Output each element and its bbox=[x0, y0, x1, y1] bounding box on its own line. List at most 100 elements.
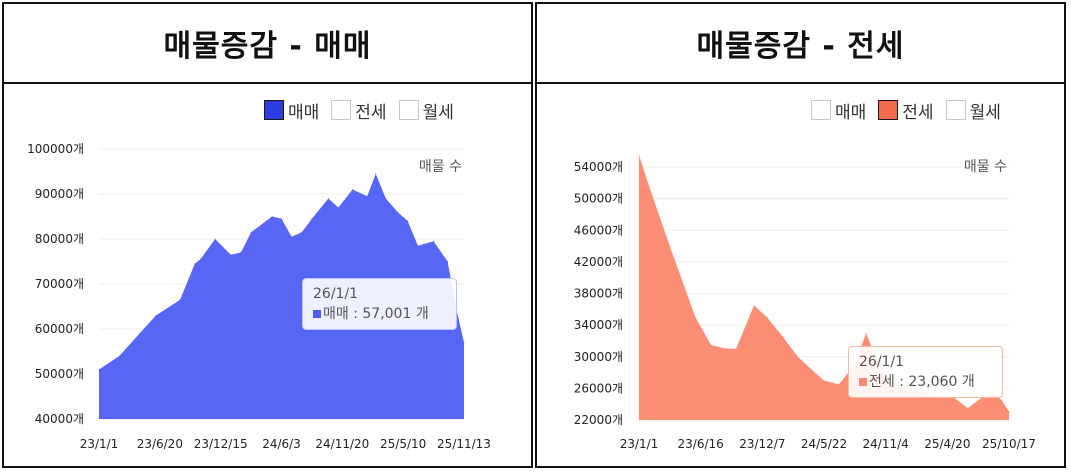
legend-item-sale[interactable]: 매매 bbox=[264, 98, 319, 123]
legend-checkbox-monthly[interactable] bbox=[398, 100, 419, 120]
legend-item-monthly[interactable]: 월세 bbox=[398, 98, 454, 123]
x-tick-label: 25/4/20 bbox=[924, 437, 970, 451]
legend-label: 매매 bbox=[835, 102, 867, 123]
panel-title: 매물증감 - 전세 bbox=[696, 29, 905, 64]
legend-label: 전세 bbox=[355, 102, 387, 123]
x-tick-label: 23/12/15 bbox=[194, 437, 248, 451]
data-point bbox=[352, 189, 353, 190]
x-tick-label: 25/5/10 bbox=[380, 437, 426, 451]
data-point bbox=[417, 245, 419, 247]
x-tick-label: 23/1/1 bbox=[620, 437, 659, 451]
data-point bbox=[281, 218, 282, 220]
legend-item-jeonse[interactable]: 전세 bbox=[331, 98, 387, 123]
x-tick-label: 24/11/20 bbox=[315, 437, 369, 451]
y-tick-label: 70000개 bbox=[35, 277, 84, 291]
data-point bbox=[301, 231, 303, 233]
data-point bbox=[648, 186, 650, 188]
data-point bbox=[433, 240, 435, 242]
x-tick-label: 23/6/20 bbox=[137, 437, 183, 451]
data-point bbox=[797, 356, 799, 358]
chart-tooltip: 26/1/1 매매 : 57,001 개 bbox=[302, 278, 457, 330]
data-point bbox=[407, 220, 409, 222]
area-series bbox=[639, 155, 1009, 420]
y-tick-label: 90000개 bbox=[35, 187, 84, 201]
legend-item-jeonse[interactable]: 전세 bbox=[878, 98, 934, 123]
x-tick-label: 24/11/4 bbox=[863, 437, 909, 451]
tooltip-swatch bbox=[859, 378, 867, 386]
x-tick-label: 24/5/22 bbox=[801, 437, 847, 451]
panel-header: 매물증감 - 전세 bbox=[537, 4, 1064, 84]
area-chart-sale: 100000개 90000개 80000개 70000개 60000개 50000개 400… bbox=[27, 142, 491, 451]
data-point bbox=[240, 252, 242, 253]
area-chart-jeonse: 54000개 50000개 46000개 42000개 38000개 34000개 3000… bbox=[574, 154, 1036, 451]
y-tick-label: 50000개 bbox=[574, 192, 623, 206]
data-point bbox=[735, 348, 737, 350]
data-point bbox=[1001, 399, 1003, 401]
tooltip-swatch bbox=[313, 310, 321, 318]
tooltip-value: 전세 : 23,060 개 bbox=[869, 374, 975, 390]
data-point bbox=[194, 263, 196, 265]
y-tick-label: 26000개 bbox=[574, 381, 623, 395]
tooltip-date: 26/1/1 bbox=[313, 286, 359, 302]
data-point bbox=[179, 299, 181, 301]
data-point bbox=[291, 236, 293, 238]
data-point bbox=[214, 238, 216, 240]
data-point bbox=[397, 211, 399, 213]
data-point bbox=[139, 333, 141, 334]
x-tick-label: 25/10/17 bbox=[982, 437, 1036, 451]
data-point bbox=[447, 261, 449, 262]
legend-checkbox-jeonse[interactable] bbox=[878, 100, 899, 120]
data-point bbox=[366, 195, 368, 197]
x-tick-label: 25/11/13 bbox=[437, 437, 491, 451]
data-point bbox=[809, 368, 811, 370]
data-point bbox=[385, 198, 387, 199]
legend-checkbox-jeonse[interactable] bbox=[331, 100, 352, 120]
chart-legend: 매매 전세 월세 bbox=[264, 98, 454, 123]
data-point bbox=[250, 231, 252, 233]
chart-panel-sale: 매물증감 - 매매 100000개 90000개 80000개 70000개 60000… bbox=[2, 2, 533, 468]
y-tick-label: 40000개 bbox=[35, 412, 84, 426]
series-label: 매물 수 bbox=[964, 159, 1007, 175]
y-tick-label: 42000개 bbox=[574, 255, 623, 269]
y-tick-label: 60000개 bbox=[35, 322, 84, 336]
chart-legend: 매매 전세 월세 bbox=[811, 98, 1001, 123]
chart-tooltip: 26/1/1 전세 : 23,060 개 bbox=[848, 346, 1003, 398]
legend-checkbox-monthly[interactable] bbox=[945, 100, 966, 120]
legend-checkbox-sale[interactable] bbox=[811, 100, 831, 120]
data-point bbox=[725, 348, 727, 350]
y-tick-label: 34000개 bbox=[574, 318, 623, 332]
data-point bbox=[638, 154, 640, 156]
y-tick-label: 54000개 bbox=[574, 160, 623, 174]
data-point bbox=[967, 407, 969, 409]
data-point bbox=[823, 380, 825, 381]
legend-checkbox-sale[interactable] bbox=[264, 100, 284, 120]
data-point bbox=[199, 258, 201, 260]
y-tick-label: 38000개 bbox=[574, 287, 623, 301]
legend-item-monthly[interactable]: 월세 bbox=[945, 98, 1001, 123]
x-tick-label: 24/6/3 bbox=[262, 437, 301, 451]
data-point bbox=[463, 342, 465, 343]
tooltip-date: 26/1/1 bbox=[859, 354, 905, 370]
data-point bbox=[694, 316, 696, 318]
data-point bbox=[155, 315, 157, 316]
data-point bbox=[1008, 411, 1010, 413]
x-tick-label: 23/1/1 bbox=[80, 437, 119, 451]
legend-label: 전세 bbox=[902, 102, 934, 123]
data-point bbox=[710, 344, 712, 346]
y-tick-label: 30000개 bbox=[574, 350, 623, 364]
legend-label: 월세 bbox=[422, 102, 454, 123]
data-point bbox=[98, 369, 100, 370]
legend-item-sale[interactable]: 매매 bbox=[811, 98, 866, 123]
data-point bbox=[669, 245, 671, 247]
data-point bbox=[753, 304, 755, 306]
tooltip-value: 매매 : 57,001 개 bbox=[323, 306, 429, 322]
legend-label: 매매 bbox=[288, 102, 320, 123]
data-point bbox=[327, 198, 329, 199]
data-point bbox=[838, 383, 840, 385]
data-point bbox=[271, 216, 273, 217]
y-tick-label: 80000개 bbox=[35, 232, 84, 246]
data-point bbox=[782, 336, 784, 338]
data-point bbox=[865, 332, 867, 334]
y-tick-label: 50000개 bbox=[35, 367, 84, 381]
data-point bbox=[766, 316, 768, 318]
